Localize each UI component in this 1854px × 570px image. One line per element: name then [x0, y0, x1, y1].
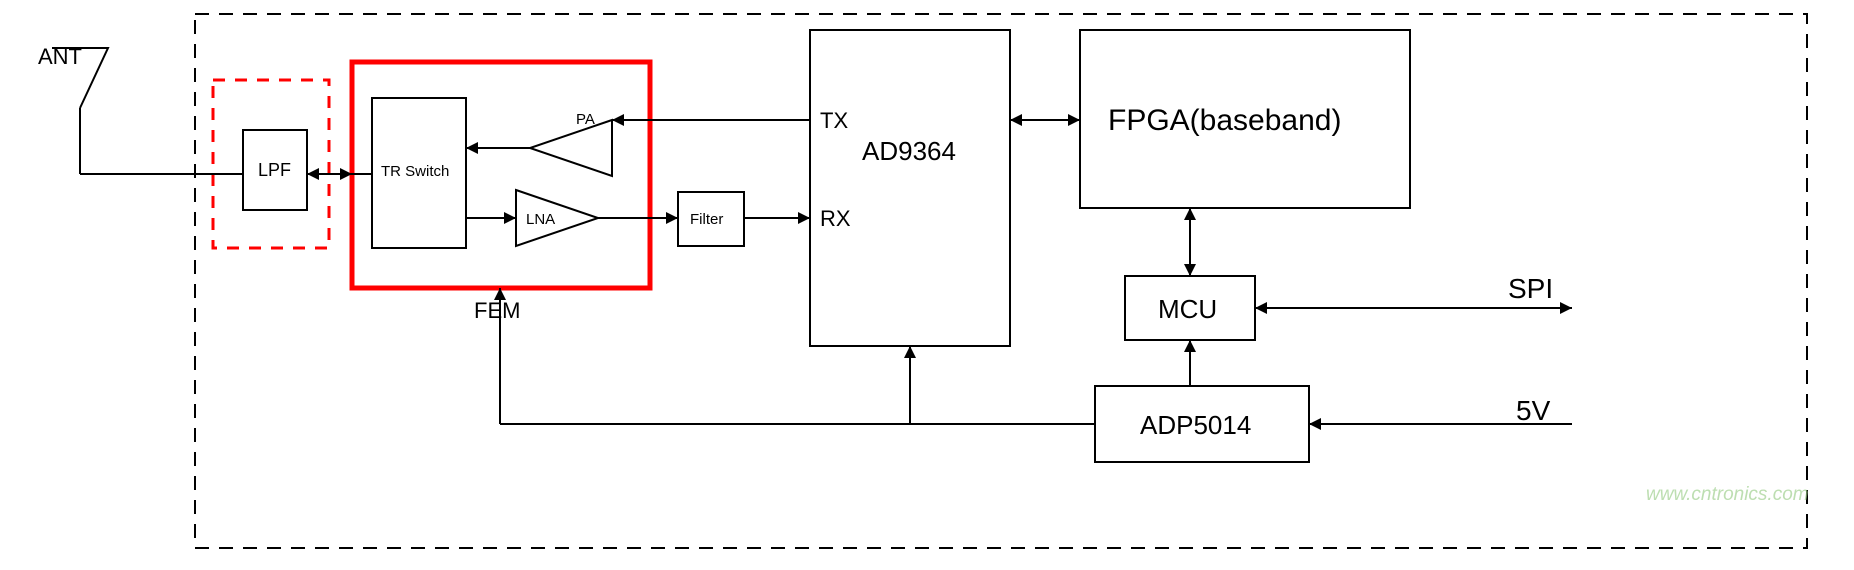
ad9364-tx-label: TX [820, 108, 848, 133]
lpf-label: LPF [258, 160, 291, 180]
ad9364-block [810, 30, 1010, 346]
mcu-label: MCU [1158, 294, 1217, 324]
antenna-label: ANT [38, 44, 82, 69]
adp5014-label: ADP5014 [1140, 410, 1251, 440]
tr-switch-label: TR Switch [381, 163, 449, 180]
watermark: www.cntronics.com [1646, 484, 1809, 505]
pa-amp-icon [530, 120, 612, 176]
ad9364-rx-label: RX [820, 206, 851, 231]
5v-label: 5V [1516, 395, 1551, 426]
filter-label: Filter [690, 211, 723, 228]
system-boundary-box [195, 14, 1807, 548]
fpga-label: FPGA(baseband) [1108, 104, 1341, 137]
pa-label: PA [576, 111, 595, 128]
fem-label: FEM [474, 298, 520, 323]
ad9364-label: AD9364 [862, 136, 956, 166]
spi-label: SPI [1508, 273, 1553, 304]
lna-label: LNA [526, 211, 555, 228]
